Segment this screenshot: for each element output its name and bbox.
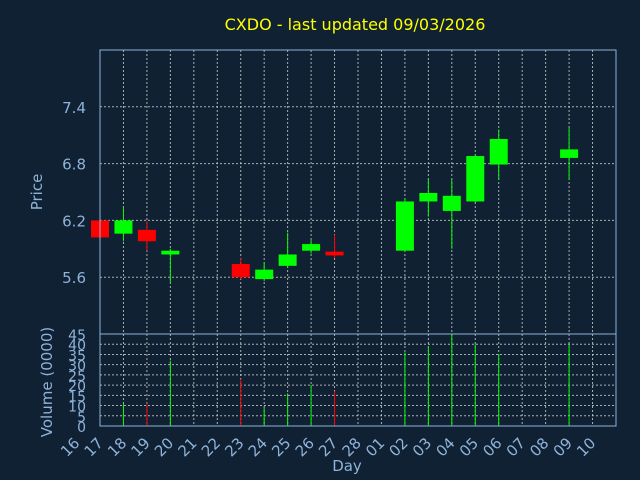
x-tick-label: 10 <box>573 434 599 460</box>
candle-body <box>278 254 297 266</box>
x-tick-label: 09 <box>550 434 576 460</box>
x-tick-label: 18 <box>104 434 130 460</box>
x-tick-label: 24 <box>245 434 271 460</box>
candle-body <box>489 138 508 165</box>
volume-panel-frame <box>99 333 617 427</box>
volume-axis-label: Volume (0000) <box>38 327 56 437</box>
price-tick-label: 6.2 <box>62 212 86 230</box>
volume-tick-label: 30 <box>68 359 86 375</box>
candle-body <box>161 250 180 255</box>
x-axis-ticks: 1617181920212223242526272801020304050607… <box>57 434 599 460</box>
x-tick-label: 17 <box>81 434 107 460</box>
x-tick-label: 22 <box>198 434 224 460</box>
chart-title: CXDO - last updated 09/03/2026 <box>225 15 486 34</box>
price-tick-label: 7.4 <box>62 99 86 117</box>
candle-body <box>255 269 274 280</box>
price-axis-ticks: 5.6 6.2 6.8 7.4 <box>62 99 86 287</box>
candle-body <box>442 195 461 211</box>
candle-body <box>560 149 579 158</box>
x-tick-label: 20 <box>151 434 177 460</box>
x-tick-label: 19 <box>128 434 154 460</box>
volume-tick-label: 10 <box>68 400 86 416</box>
candle-body <box>302 244 321 251</box>
candle-body <box>231 263 250 278</box>
candle-body <box>325 251 344 256</box>
volume-tick-label: 40 <box>68 338 86 354</box>
volume-tick-label: 0 <box>77 420 86 436</box>
volume-tick-label: 25 <box>68 369 86 385</box>
x-tick-label: 05 <box>456 434 482 460</box>
x-tick-label: 07 <box>503 434 529 460</box>
candle-body <box>114 220 133 234</box>
x-tick-label: 08 <box>526 434 552 460</box>
candle-body <box>395 201 414 251</box>
candle-body <box>137 229 156 242</box>
price-tick-label: 6.8 <box>62 156 86 174</box>
x-tick-label: 01 <box>362 434 388 460</box>
price-grid <box>100 50 616 334</box>
volume-grid <box>100 334 616 426</box>
candle-body <box>419 192 438 202</box>
x-tick-label: 25 <box>268 434 294 460</box>
volume-tick-label: 20 <box>68 379 86 395</box>
x-tick-label: 02 <box>386 434 412 460</box>
volume-tick-label: 5 <box>77 410 86 426</box>
volume-tick-label: 15 <box>68 389 86 405</box>
x-tick-label: 23 <box>221 434 247 460</box>
volume-tick-label: 45 <box>68 328 86 344</box>
price-tick-label: 5.6 <box>62 269 86 287</box>
x-axis-label: Day <box>332 457 362 475</box>
x-tick-label: 03 <box>409 434 435 460</box>
x-tick-label: 26 <box>292 434 318 460</box>
x-tick-label: 16 <box>57 434 83 460</box>
volume-tick-label: 35 <box>68 348 86 364</box>
price-axis-label: Price <box>28 174 46 211</box>
x-tick-label: 04 <box>432 434 458 460</box>
candles-group <box>91 127 579 283</box>
candle-body <box>466 156 485 202</box>
x-tick-label: 06 <box>479 434 505 460</box>
x-tick-label: 21 <box>174 434 200 460</box>
